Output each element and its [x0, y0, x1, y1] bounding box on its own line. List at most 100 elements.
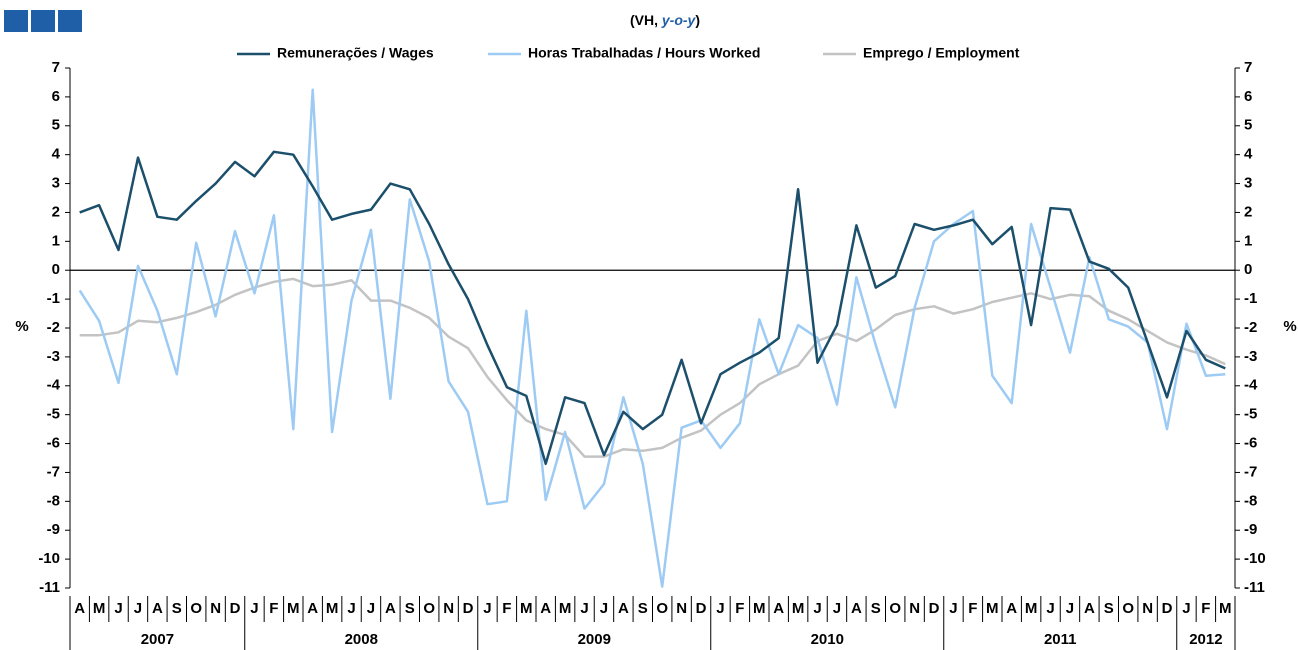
- x-tick-label: N: [909, 600, 920, 617]
- x-tick-label: O: [889, 600, 901, 617]
- x-tick-label: A: [773, 600, 784, 617]
- series-line: [78, 88, 1226, 588]
- y-tick-label: 3: [52, 175, 60, 192]
- year-label: 2007: [141, 631, 174, 648]
- x-tick-label: N: [210, 600, 221, 617]
- y2-tick-label: -8: [1244, 492, 1257, 509]
- x-tick-label: M: [326, 600, 339, 617]
- x-tick-label: M: [1025, 600, 1038, 617]
- x-tick-label: M: [287, 600, 300, 617]
- legend-label: Emprego / Employment: [863, 45, 1020, 61]
- y2-tick-label: 1: [1244, 232, 1252, 249]
- subtitle-part: (VH,: [630, 12, 662, 28]
- x-tick-label: J: [949, 600, 957, 617]
- x-tick-label: A: [307, 600, 318, 617]
- x-tick-label: M: [792, 600, 805, 617]
- y-tick-label: -2: [47, 319, 60, 336]
- x-tick-label: O: [190, 600, 202, 617]
- x-tick-label: N: [1142, 600, 1153, 617]
- year-label: 2009: [578, 631, 611, 648]
- y2-tick-label: -7: [1244, 463, 1257, 480]
- x-tick-label: J: [1182, 600, 1190, 617]
- x-tick-label: J: [250, 600, 258, 617]
- y2-tick-label: 5: [1244, 117, 1252, 134]
- x-tick-label: J: [114, 600, 122, 617]
- year-label: 2008: [345, 631, 378, 648]
- y-tick-label: -10: [38, 550, 60, 567]
- y-axis-label: %: [15, 318, 28, 335]
- y2-axis-label: %: [1283, 318, 1296, 335]
- y2-tick-label: -2: [1244, 319, 1257, 336]
- y-tick-label: -11: [39, 579, 60, 596]
- subtitle-part: ): [695, 12, 700, 28]
- y2-tick-label: 4: [1244, 146, 1253, 163]
- subtitle-part: y-o-y: [661, 12, 697, 28]
- x-tick-label: J: [134, 600, 142, 617]
- logo-block: [4, 10, 28, 32]
- y2-tick-label: 2: [1244, 203, 1252, 220]
- x-tick-label: F: [269, 600, 278, 617]
- chart-subtitle: (VH, y-o-y): [630, 12, 700, 28]
- y2-tick-label: -4: [1244, 377, 1258, 394]
- x-tick-label: J: [347, 600, 355, 617]
- x-tick-label: A: [540, 600, 551, 617]
- y2-tick-label: -5: [1244, 406, 1257, 423]
- y-tick-label: 1: [52, 232, 60, 249]
- x-tick-label: D: [696, 600, 707, 617]
- x-tick-label: M: [559, 600, 572, 617]
- x-tick-label: A: [1006, 600, 1017, 617]
- y-tick-label: -9: [47, 521, 60, 538]
- y2-tick-label: -10: [1244, 550, 1266, 567]
- y-tick-label: -6: [47, 435, 60, 452]
- x-tick-label: S: [1104, 600, 1114, 617]
- x-tick-label: J: [813, 600, 821, 617]
- x-tick-label: A: [74, 600, 85, 617]
- y-tick-label: 0: [52, 261, 60, 278]
- x-tick-label: D: [1162, 600, 1173, 617]
- year-label: 2012: [1189, 631, 1222, 648]
- x-tick-label: S: [638, 600, 648, 617]
- x-tick-label: O: [656, 600, 668, 617]
- y2-tick-label: -1: [1244, 290, 1257, 307]
- x-tick-label: A: [851, 600, 862, 617]
- x-tick-label: S: [405, 600, 415, 617]
- series-line: [79, 277, 1226, 458]
- y2-tick-label: -11: [1244, 579, 1265, 596]
- x-tick-label: J: [833, 600, 841, 617]
- x-tick-label: M: [520, 600, 533, 617]
- x-tick-label: F: [968, 600, 977, 617]
- x-tick-label: D: [463, 600, 474, 617]
- y-tick-label: -8: [47, 492, 60, 509]
- x-tick-label: J: [483, 600, 491, 617]
- x-tick-label: A: [1084, 600, 1095, 617]
- x-tick-label: J: [716, 600, 724, 617]
- x-tick-label: S: [871, 600, 881, 617]
- series-line: [79, 150, 1226, 466]
- x-tick-label: M: [1219, 600, 1232, 617]
- logo-block: [58, 10, 82, 32]
- x-tick-label: O: [423, 600, 435, 617]
- x-tick-label: S: [172, 600, 182, 617]
- x-tick-label: J: [580, 600, 588, 617]
- y-tick-label: 2: [52, 203, 60, 220]
- y2-tick-label: 7: [1244, 59, 1252, 76]
- y-tick-label: 7: [52, 59, 60, 76]
- x-tick-label: O: [1122, 600, 1134, 617]
- x-tick-label: J: [1046, 600, 1054, 617]
- x-tick-label: A: [152, 600, 163, 617]
- x-tick-label: M: [986, 600, 999, 617]
- x-tick-label: M: [753, 600, 766, 617]
- x-tick-label: A: [618, 600, 629, 617]
- x-tick-label: F: [1201, 600, 1210, 617]
- y-tick-label: -7: [47, 463, 60, 480]
- y-tick-label: 5: [52, 117, 60, 134]
- x-tick-label: N: [443, 600, 454, 617]
- x-tick-label: D: [929, 600, 940, 617]
- logo-block: [31, 10, 55, 32]
- x-tick-label: J: [1066, 600, 1074, 617]
- x-tick-label: A: [385, 600, 396, 617]
- y-tick-label: -3: [47, 348, 60, 365]
- x-tick-label: J: [600, 600, 608, 617]
- y2-tick-label: 6: [1244, 88, 1252, 105]
